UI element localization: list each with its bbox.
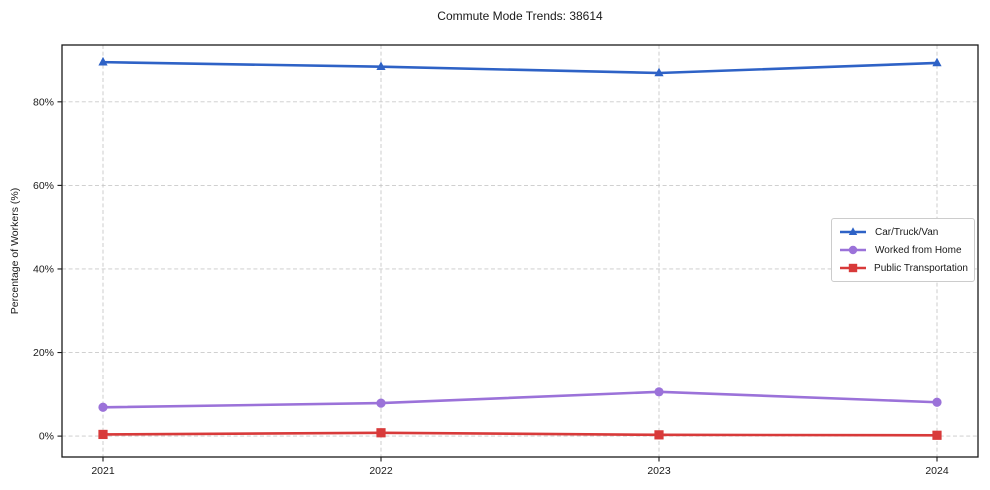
series-line-public-transportation [101, 431, 939, 437]
series-marker-public-transportation [98, 429, 108, 440]
series-line-car-truck-van [101, 60, 939, 75]
x-tick-label: 2024 [925, 465, 949, 477]
y-tick-label: 0% [39, 431, 54, 443]
series-marker-worked-from-home [98, 402, 108, 412]
y-tick-label: 60% [33, 180, 54, 192]
legend-item-car-truck-van: Car/Truck/Van [838, 223, 968, 241]
series-marker-worked-from-home [376, 398, 386, 408]
y-tick-label: 40% [33, 263, 54, 275]
legend-circle-swatch [840, 245, 866, 255]
x-tick-label: 2021 [91, 465, 115, 477]
legend-item-worked-from-home: Worked from Home [838, 241, 968, 259]
series-marker-worked-from-home [932, 397, 942, 407]
legend-item-public-transportation: Public Transportation [838, 259, 968, 277]
legend-square-swatch [840, 263, 866, 273]
legend-marker [848, 227, 858, 236]
plot-border [61, 44, 979, 458]
series-marker-car-truck-van [98, 56, 108, 66]
series-marker-car-truck-van [932, 57, 942, 67]
x-tick-label: 2023 [647, 465, 671, 477]
series-marker-worked-from-home [654, 387, 664, 397]
legend-triangle-swatch [840, 227, 866, 236]
series-marker-car-truck-van [376, 61, 386, 71]
series-marker-public-transportation [654, 430, 664, 440]
y-tick-label: 20% [33, 347, 54, 359]
legend-marker [848, 245, 858, 255]
legend-label: Worked from Home [875, 244, 962, 256]
series-marker-public-transportation [376, 428, 386, 438]
series-marker-public-transportation [932, 430, 942, 440]
legend-label: Car/Truck/Van [875, 226, 939, 238]
legend: Car/Truck/Van Worked from Home Public Tran… [831, 218, 975, 282]
x-tick-label: 2022 [369, 465, 393, 477]
chart-title: Commute Mode Trends: 38614 [437, 9, 603, 23]
y-tick-label: 80% [33, 96, 54, 108]
series-line-worked-from-home [101, 390, 939, 409]
legend-label: Public Transportation [874, 262, 968, 274]
legend-marker [848, 263, 858, 273]
series-marker-car-truck-van [654, 67, 664, 77]
